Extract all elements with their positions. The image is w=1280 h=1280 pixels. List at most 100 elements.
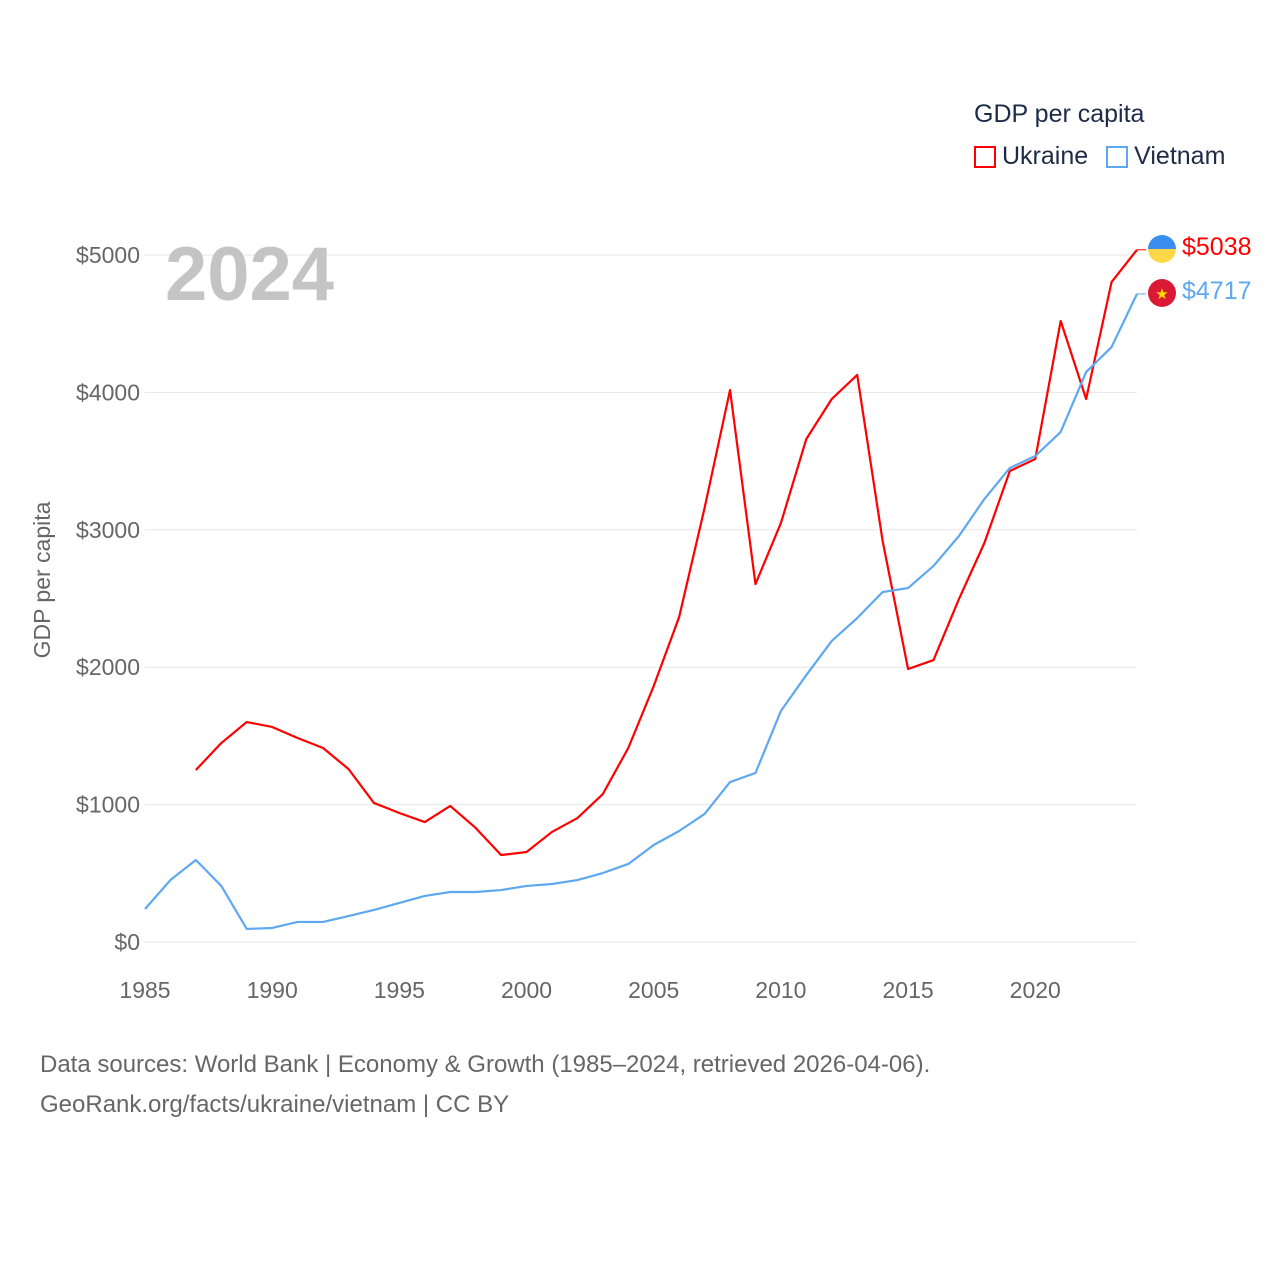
vietnam-point [397,900,402,905]
vietnam-point [1084,370,1089,375]
vietnam-point [956,533,961,538]
ukraine-flag-icon [1148,235,1176,263]
ukraine-point [499,853,504,858]
x-tick-label: 2005 [628,977,679,1003]
vietnam-point [168,878,173,883]
legend-item-vietnam[interactable]: Vietnam [1106,142,1225,171]
ukraine-point [600,792,605,797]
vietnam-point [422,893,427,898]
ukraine-point [448,803,453,808]
vietnam-line [144,293,1138,931]
source-link[interactable]: GeoRank.org/facts/ukraine/vietnam | CC B… [40,1091,510,1118]
ukraine-point [295,735,300,740]
vietnam-point [829,638,834,643]
legend-swatch-icon [974,145,996,168]
ukraine-point [804,436,809,441]
vietnam-point [931,563,936,568]
vietnam-flag-icon: ★ [1148,279,1176,307]
ukraine-point [346,767,351,772]
vietnam-point [728,780,733,785]
vietnam-point [880,590,885,595]
vietnam-point [906,586,911,591]
ukraine-point [778,521,783,526]
ukraine-point [702,505,707,510]
ukraine-point [371,800,376,805]
vietnam-point [575,878,580,883]
vietnam-point [1058,429,1063,434]
ukraine-point [855,372,860,377]
legend-label: Ukraine [1002,142,1089,170]
source-note: Data sources: World Bank | Economy & Gro… [40,1045,930,1125]
x-tick-label: 1985 [119,977,170,1003]
svg-text:★: ★ [1155,286,1168,303]
y-axis-label: GDP per capita [29,501,55,658]
ukraine-point [219,741,224,746]
ukraine-point [244,720,249,725]
ukraine-point [651,684,656,689]
ukraine-point [270,724,275,729]
vietnam-point [448,889,453,894]
ukraine-point [956,597,961,602]
legend-title: GDP per capita [974,100,1145,128]
ukraine-point [524,850,529,855]
ukraine-point [982,540,987,545]
vietnam-point [1007,465,1012,470]
ukraine-point [1058,318,1063,323]
vietnam-point [270,925,275,930]
vietnam-point [143,907,148,912]
vietnam-point [244,926,249,931]
ukraine-point [753,582,758,587]
ukraine-point [906,666,911,671]
vietnam-point [1033,454,1038,459]
vietnam-point [499,888,504,893]
y-tick-label: $1000 [76,792,140,818]
y-tick-label: $2000 [76,654,140,680]
vietnam-point [371,907,376,912]
x-tick-label: 2010 [755,977,806,1003]
ukraine-point [321,745,326,750]
vietnam-point [219,883,224,888]
y-tick-label: $0 [114,929,140,955]
ukraine-point [829,396,834,401]
year-watermark: 2024 [165,232,334,317]
x-tick-label: 1990 [247,977,298,1003]
vietnam-point [321,919,326,924]
vietnam-point [855,616,860,621]
x-tick-label: 2015 [882,977,933,1003]
vietnam-point [651,842,656,847]
vietnam-point [1109,345,1114,350]
vietnam-point [600,871,605,876]
ukraine-point [473,825,478,830]
vietnam-end-label: $4717 [1182,277,1252,305]
ukraine-point [422,820,427,825]
vietnam-point [473,889,478,894]
vietnam-point [524,883,529,888]
y-tick-label: $4000 [76,379,140,405]
vietnam-point [677,828,682,833]
vietnam-point [753,770,758,775]
legend-item-ukraine[interactable]: Ukraine [974,142,1088,171]
x-tick-label: 2020 [1010,977,1061,1003]
legend-swatch-icon [1106,145,1129,168]
vietnam-point [804,673,809,678]
ukraine-point [931,658,936,663]
ukraine-point [880,539,885,544]
y-tick-label: $3000 [76,517,140,543]
vietnam-point [778,709,783,714]
vietnam-point [549,882,554,887]
x-tick-label: 1995 [374,977,425,1003]
vietnam-point [982,497,987,502]
vietnam-point [626,861,631,866]
x-tick-label: 2000 [501,977,552,1003]
vietnam-point [295,919,300,924]
source-line: Data sources: World Bank | Economy & Gro… [40,1051,931,1078]
y-tick-label: $5000 [76,242,140,268]
ukraine-point [1084,396,1089,401]
legend: Ukraine Vietnam [974,142,1225,171]
ukraine-point [626,745,631,750]
ukraine-point [575,816,580,821]
ukraine-point [549,829,554,834]
vietnam-point [346,914,351,919]
ukraine-line [195,249,1138,857]
